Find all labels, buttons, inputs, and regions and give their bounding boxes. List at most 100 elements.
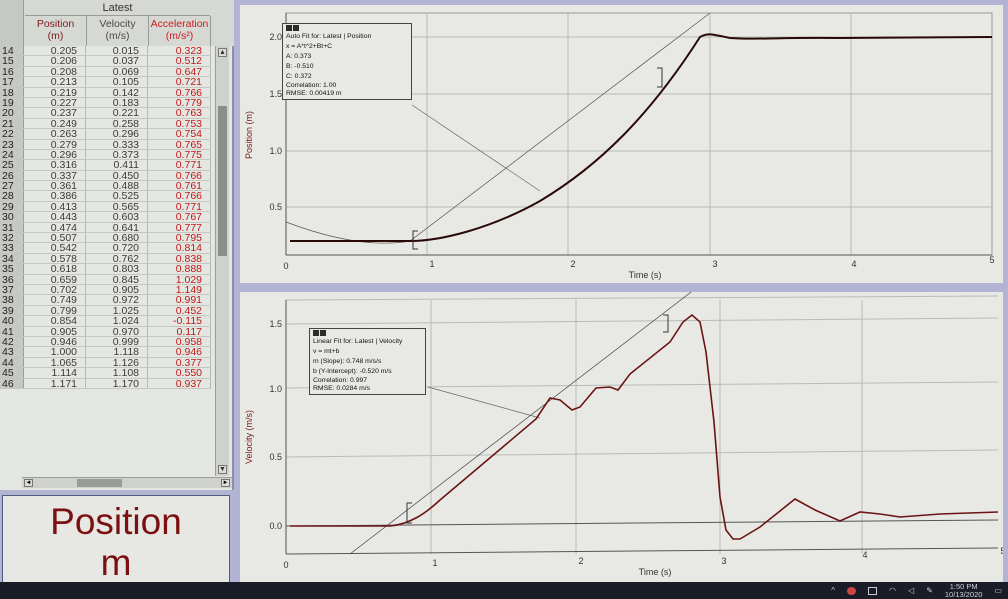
- cell-acceleration[interactable]: 0.721: [148, 77, 211, 88]
- table-row[interactable]: 22 0.263 0.296 0.754: [0, 129, 211, 140]
- cell-velocity[interactable]: 0.762: [86, 253, 148, 264]
- notifications-icon[interactable]: ▭: [994, 586, 1002, 595]
- cell-position[interactable]: 0.249: [24, 118, 86, 129]
- cell-acceleration[interactable]: 0.452: [148, 305, 211, 316]
- scroll-thumb[interactable]: [77, 479, 122, 487]
- cell-velocity[interactable]: 0.373: [86, 149, 148, 160]
- cell-velocity[interactable]: 0.258: [86, 118, 148, 129]
- column-header-acceleration[interactable]: Acceleration (m/s²): [149, 16, 211, 46]
- antivirus-icon[interactable]: [847, 586, 857, 595]
- close-icon[interactable]: [286, 25, 292, 31]
- close-icon[interactable]: [313, 330, 319, 336]
- linear-fit-box[interactable]: Linear Fit for: Latest | Velocity v = mt…: [309, 328, 426, 395]
- cell-acceleration[interactable]: 0.117: [148, 326, 211, 337]
- digital-meter[interactable]: Position m: [2, 495, 230, 585]
- cell-position[interactable]: 1.000: [24, 347, 86, 358]
- cell-velocity[interactable]: 0.037: [86, 56, 148, 67]
- cell-acceleration[interactable]: 0.838: [148, 253, 211, 264]
- cell-acceleration[interactable]: 0.761: [148, 181, 211, 192]
- table-row[interactable]: 24 0.296 0.373 0.775: [0, 149, 211, 160]
- table-row[interactable]: 39 0.799 1.025 0.452: [0, 305, 211, 316]
- cell-acceleration[interactable]: 0.779: [148, 97, 211, 108]
- cell-acceleration[interactable]: 1.029: [148, 274, 211, 285]
- table-row[interactable]: 27 0.361 0.488 0.761: [0, 181, 211, 192]
- cell-acceleration[interactable]: 0.814: [148, 243, 211, 254]
- cell-position[interactable]: 0.854: [24, 316, 86, 327]
- cell-position[interactable]: 0.237: [24, 108, 86, 119]
- cell-velocity[interactable]: 0.603: [86, 212, 148, 223]
- cell-acceleration[interactable]: 0.771: [148, 160, 211, 171]
- cell-acceleration[interactable]: 0.795: [148, 233, 211, 244]
- table-row[interactable]: 33 0.542 0.720 0.814: [0, 243, 211, 254]
- cell-velocity[interactable]: 0.720: [86, 243, 148, 254]
- table-row[interactable]: 34 0.578 0.762 0.838: [0, 253, 211, 264]
- cell-velocity[interactable]: 0.221: [86, 108, 148, 119]
- display-icon[interactable]: [868, 586, 878, 595]
- cell-velocity[interactable]: 0.488: [86, 181, 148, 192]
- cell-acceleration[interactable]: 0.775: [148, 149, 211, 160]
- cell-velocity[interactable]: 0.970: [86, 326, 148, 337]
- table-row[interactable]: 32 0.507 0.680 0.795: [0, 233, 211, 244]
- table-row[interactable]: 15 0.206 0.037 0.512: [0, 56, 211, 67]
- scroll-right-icon[interactable]: ►: [221, 479, 230, 487]
- table-row[interactable]: 14 0.205 0.015 0.323: [0, 46, 211, 56]
- cell-position[interactable]: 0.474: [24, 222, 86, 233]
- table-row[interactable]: 30 0.443 0.603 0.767: [0, 212, 211, 223]
- column-header-position[interactable]: Position (m): [25, 16, 87, 46]
- cell-position[interactable]: 0.905: [24, 326, 86, 337]
- data-table[interactable]: Latest Position (m) Velocity (m/s) Accel…: [0, 0, 234, 490]
- cell-position[interactable]: 0.702: [24, 285, 86, 295]
- table-row[interactable]: 35 0.618 0.803 0.888: [0, 264, 211, 275]
- auto-fit-box[interactable]: Auto Fit for: Latest | Position x = A*t^…: [282, 23, 412, 100]
- cell-acceleration[interactable]: -0.115: [148, 316, 211, 327]
- cell-acceleration[interactable]: 0.946: [148, 347, 211, 358]
- cell-velocity[interactable]: 0.450: [86, 170, 148, 181]
- cell-position[interactable]: 0.361: [24, 181, 86, 192]
- clock[interactable]: 1:50 PM 10/13/2020: [945, 582, 983, 599]
- cell-velocity[interactable]: 1.118: [86, 347, 148, 358]
- velocity-graph[interactable]: 0.0 0.5 1.0 1.5 0 1 2 3 4 5 Time (s) Vel…: [240, 288, 1006, 582]
- table-row[interactable]: 38 0.749 0.972 0.991: [0, 295, 211, 306]
- cell-position[interactable]: 0.578: [24, 253, 86, 264]
- table-row[interactable]: 16 0.208 0.069 0.647: [0, 66, 211, 77]
- table-row[interactable]: 31 0.474 0.641 0.777: [0, 222, 211, 233]
- cell-velocity[interactable]: 0.999: [86, 336, 148, 347]
- wifi-icon[interactable]: ◠: [889, 586, 897, 595]
- cell-acceleration[interactable]: 0.512: [148, 56, 211, 67]
- cell-velocity[interactable]: 0.105: [86, 77, 148, 88]
- cell-position[interactable]: 0.799: [24, 305, 86, 316]
- dataset-name[interactable]: Latest: [25, 2, 210, 16]
- table-row[interactable]: 28 0.386 0.525 0.766: [0, 191, 211, 202]
- position-plot[interactable]: 0.5 1.0 1.5 2.0 0 1 2 3 4 5 Time (s) Pos…: [240, 5, 1003, 283]
- scroll-up-icon[interactable]: ▲: [218, 48, 227, 57]
- cell-position[interactable]: 0.227: [24, 97, 86, 108]
- cell-position[interactable]: 0.749: [24, 295, 86, 306]
- cell-position[interactable]: 0.413: [24, 201, 86, 212]
- cell-acceleration[interactable]: 0.958: [148, 336, 211, 347]
- cell-velocity[interactable]: 0.565: [86, 201, 148, 212]
- cell-position[interactable]: 0.206: [24, 56, 86, 67]
- table-row[interactable]: 37 0.702 0.905 1.149: [0, 285, 211, 295]
- cell-acceleration[interactable]: 0.888: [148, 264, 211, 275]
- table-row[interactable]: 21 0.249 0.258 0.753: [0, 118, 211, 129]
- cell-position[interactable]: 0.219: [24, 87, 86, 98]
- cell-acceleration[interactable]: 0.937: [148, 378, 211, 389]
- cell-position[interactable]: 0.205: [24, 46, 86, 56]
- cell-position[interactable]: 1.114: [24, 368, 86, 379]
- options-icon[interactable]: [320, 330, 326, 336]
- cell-velocity[interactable]: 1.024: [86, 316, 148, 327]
- cell-position[interactable]: 0.618: [24, 264, 86, 275]
- cell-position[interactable]: 0.213: [24, 77, 86, 88]
- volume-icon[interactable]: ◁: [908, 586, 915, 595]
- cell-velocity[interactable]: 0.905: [86, 285, 148, 295]
- cell-velocity[interactable]: 0.411: [86, 160, 148, 171]
- cell-position[interactable]: 0.296: [24, 149, 86, 160]
- table-row[interactable]: 20 0.237 0.221 0.763: [0, 108, 211, 119]
- cell-velocity[interactable]: 0.296: [86, 129, 148, 140]
- table-row[interactable]: 19 0.227 0.183 0.779: [0, 97, 211, 108]
- cell-acceleration[interactable]: 0.766: [148, 87, 211, 98]
- cell-acceleration[interactable]: 0.323: [148, 46, 211, 56]
- cell-position[interactable]: 1.065: [24, 357, 86, 368]
- pen-icon[interactable]: ✎: [926, 586, 933, 595]
- cell-position[interactable]: 0.443: [24, 212, 86, 223]
